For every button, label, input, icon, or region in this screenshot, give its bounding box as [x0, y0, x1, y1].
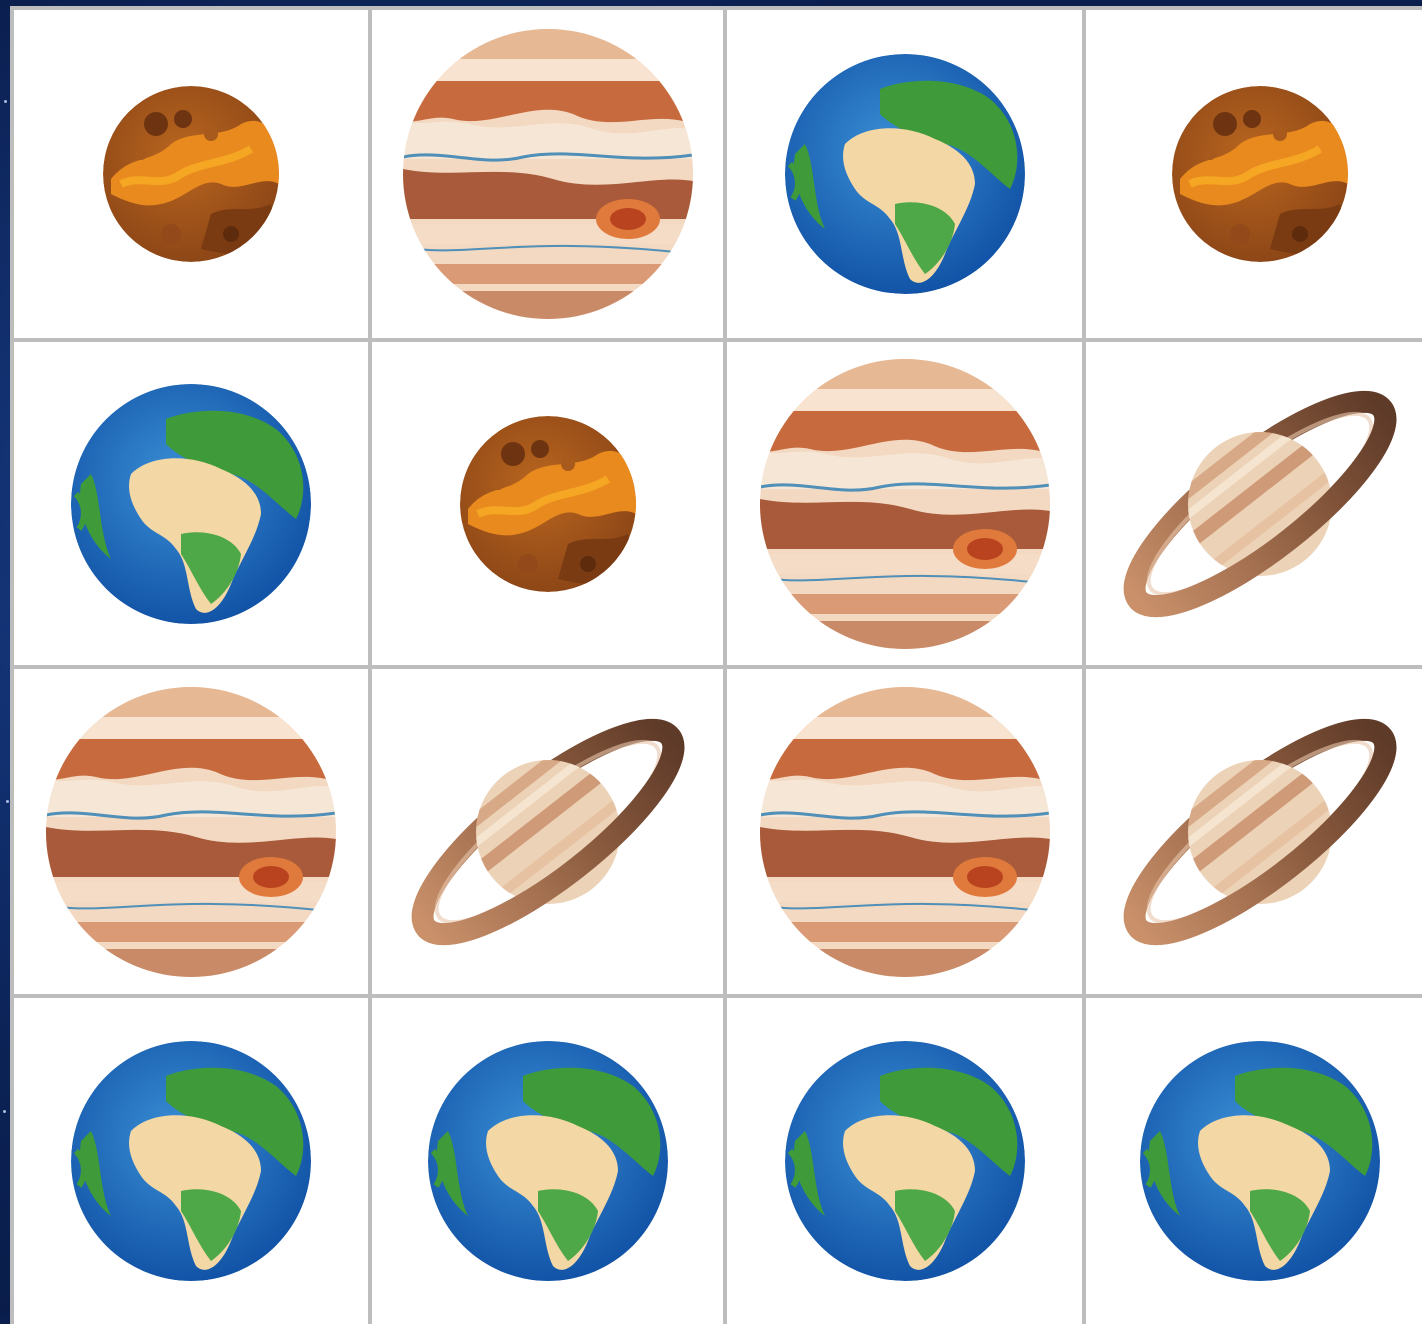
jupiter-icon [727, 669, 1082, 994]
jupiter-icon [14, 669, 368, 994]
game-board [10, 6, 1422, 1324]
saturn-icon [372, 669, 723, 994]
earth-icon [727, 998, 1082, 1324]
grid-cell[interactable] [727, 342, 1082, 665]
grid-cell[interactable] [14, 669, 368, 994]
star-decoration [4, 100, 7, 103]
grid-cell[interactable] [1086, 998, 1422, 1324]
grid-cell[interactable] [14, 998, 368, 1324]
grid-cell[interactable] [372, 669, 723, 994]
saturn-icon [1086, 669, 1422, 994]
grid-cell[interactable] [372, 342, 723, 665]
jupiter-icon [372, 10, 723, 338]
grid-cell[interactable] [1086, 669, 1422, 994]
grid-cell[interactable] [727, 998, 1082, 1324]
grid-cell[interactable] [14, 10, 368, 338]
earth-icon [727, 10, 1082, 338]
star-decoration [3, 1110, 6, 1113]
earth-icon [14, 342, 368, 665]
grid-cell[interactable] [727, 669, 1082, 994]
mars-icon [372, 342, 723, 665]
grid-cell[interactable] [727, 10, 1082, 338]
earth-icon [1086, 998, 1422, 1324]
mars-icon [1086, 10, 1422, 338]
grid-cell[interactable] [372, 998, 723, 1324]
star-decoration [6, 800, 9, 803]
grid-cell[interactable] [1086, 10, 1422, 338]
earth-icon [14, 998, 368, 1324]
earth-icon [372, 998, 723, 1324]
jupiter-icon [727, 342, 1082, 665]
grid-cell[interactable] [14, 342, 368, 665]
grid-cell[interactable] [1086, 342, 1422, 665]
mars-icon [14, 10, 368, 338]
saturn-icon [1086, 342, 1422, 665]
grid-cell[interactable] [372, 10, 723, 338]
